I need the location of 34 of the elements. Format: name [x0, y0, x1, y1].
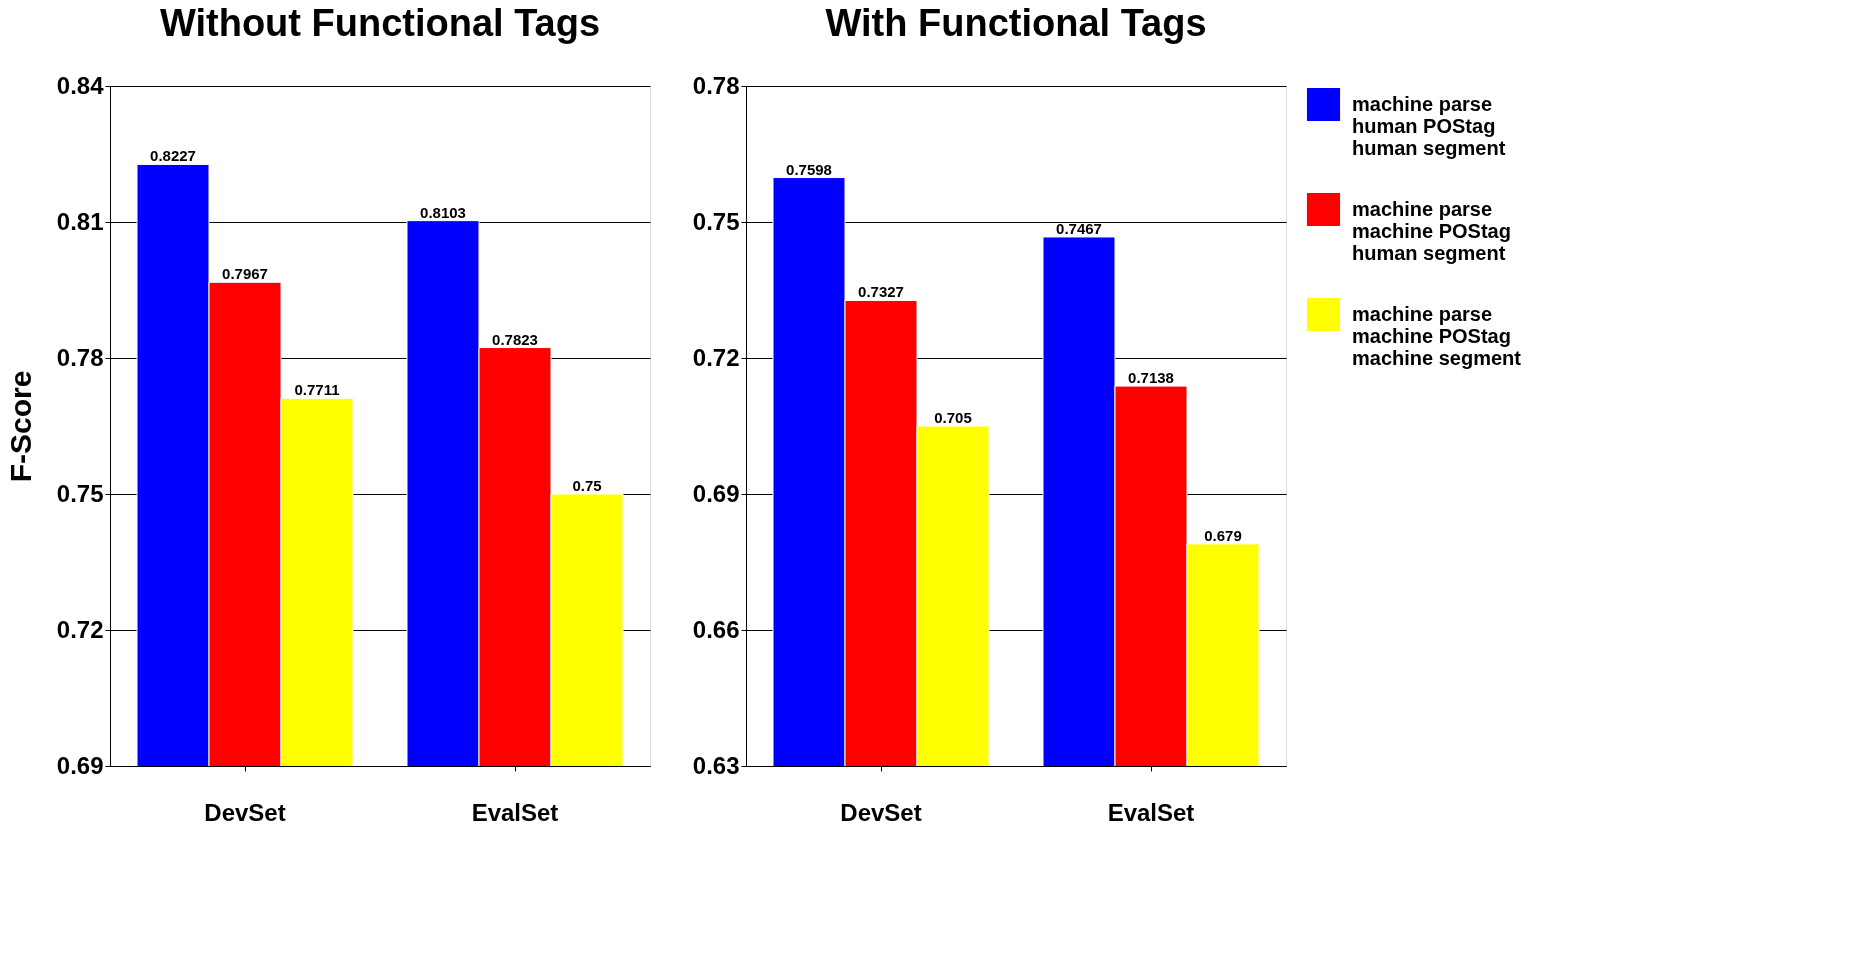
y-tick-label: 0.81	[56, 207, 104, 235]
y-tick-label: 0.72	[56, 615, 104, 643]
data-label: 0.7711	[294, 381, 340, 399]
y-tick-label: 0.78	[56, 343, 104, 371]
y-tick-label: 0.69	[692, 479, 740, 507]
x-tick-label: EvalSet	[1107, 798, 1195, 826]
data-label: 0.7138	[1128, 369, 1174, 387]
data-label: 0.7467	[1056, 219, 1102, 237]
y-tick-label: 0.75	[692, 207, 740, 235]
legend-label: machine parse machine POStag human segment	[1352, 197, 1511, 264]
data-label: 0.8227	[150, 147, 196, 165]
data-label: 0.705	[934, 409, 972, 426]
legend-label: machine parse human POStag human segment	[1352, 92, 1506, 159]
data-label: 0.8103	[420, 203, 466, 221]
data-label: 0.7598	[786, 160, 832, 178]
chart-title: With Functional Tags	[825, 2, 1207, 44]
data-label: 0.7327	[858, 283, 904, 301]
legend-label: machine parse machine POStag machine segment	[1352, 302, 1522, 369]
y-axis-title: F-Score	[3, 370, 37, 483]
data-label: 0.7967	[222, 265, 268, 283]
x-tick-label: EvalSet	[471, 798, 559, 826]
y-tick-label: 0.78	[692, 71, 740, 99]
data-label: 0.7823	[492, 330, 538, 348]
y-tick-label: 0.75	[56, 479, 104, 507]
data-label: 0.679	[1204, 526, 1242, 544]
y-tick-label: 0.84	[56, 71, 105, 99]
data-label: 0.75	[572, 477, 602, 494]
y-tick-label: 0.63	[692, 751, 740, 779]
x-tick-label: DevSet	[840, 798, 922, 826]
chart-title: Without Functional Tags	[159, 2, 601, 44]
y-tick-label: 0.69	[56, 751, 104, 779]
y-tick-label: 0.66	[692, 615, 740, 643]
x-tick-label: DevSet	[204, 798, 286, 826]
y-tick-label: 0.72	[692, 343, 740, 371]
